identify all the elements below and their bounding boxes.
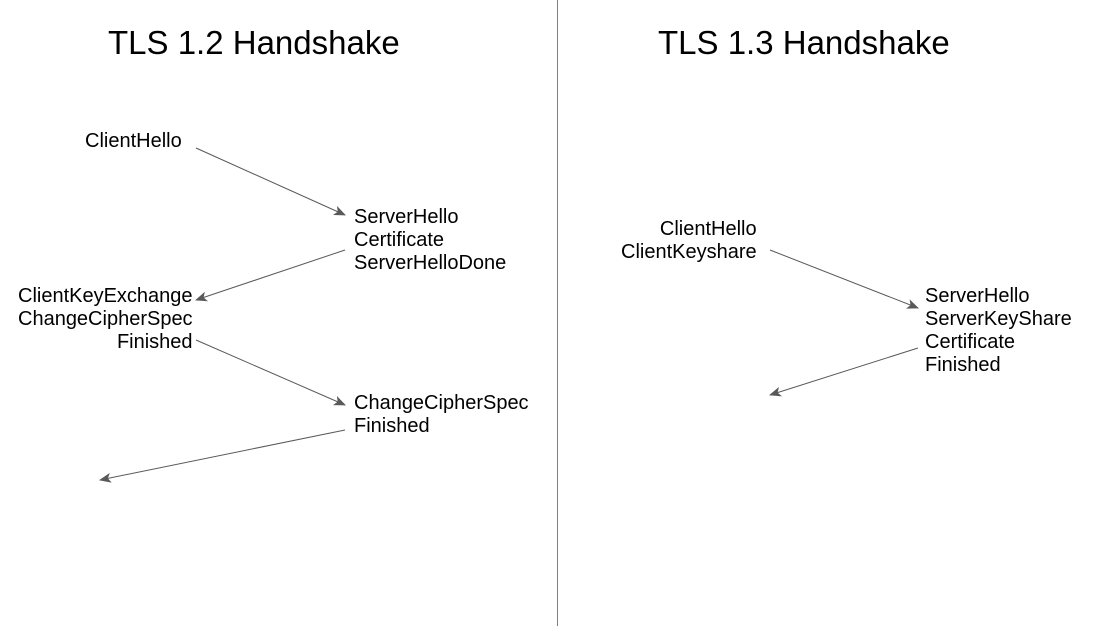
tls13-n1-l0: ClientHello — [621, 218, 757, 241]
tls12-n3-l2: Finished — [18, 331, 193, 354]
tls12-n2-l0: ServerHello — [354, 206, 506, 229]
arrow-tls13-2 — [770, 348, 918, 395]
tls13-n1-l1: ClientKeyshare — [621, 241, 757, 264]
tls13-server-hello-block: ServerHello ServerKeyShare Certificate F… — [925, 285, 1072, 377]
tls12-n2-l2: ServerHelloDone — [354, 252, 506, 275]
tls12-server-hello-block: ServerHello Certificate ServerHelloDone — [354, 206, 506, 275]
tls12-client-key-exchange-block: ClientKeyExchange ChangeCipherSpec Finis… — [18, 285, 193, 354]
tls13-n2-l2: Certificate — [925, 331, 1072, 354]
arrow-tls13-1 — [770, 250, 918, 308]
tls13-client-hello-block: ClientHello ClientKeyshare — [621, 218, 757, 264]
tls12-n2-l1: Certificate — [354, 229, 506, 252]
arrow-tls12-1 — [196, 148, 345, 215]
tls13-n2-l0: ServerHello — [925, 285, 1072, 308]
arrow-tls12-2 — [196, 250, 345, 300]
tls12-client-hello: ClientHello — [85, 130, 182, 153]
arrow-tls12-3 — [196, 340, 345, 405]
tls12-n3-l0: ClientKeyExchange — [18, 285, 193, 308]
tls13-n2-l3: Finished — [925, 354, 1072, 377]
arrow-tls12-4 — [100, 430, 345, 480]
center-divider — [557, 0, 558, 626]
right-title: TLS 1.3 Handshake — [658, 24, 950, 62]
tls12-n1-l0: ClientHello — [85, 130, 182, 153]
tls13-n2-l1: ServerKeyShare — [925, 308, 1072, 331]
left-title: TLS 1.2 Handshake — [108, 24, 400, 62]
tls12-n4-l1: Finished — [354, 415, 529, 438]
tls12-n3-l1: ChangeCipherSpec — [18, 308, 193, 331]
tls12-n4-l0: ChangeCipherSpec — [354, 392, 529, 415]
tls12-change-cipher-block: ChangeCipherSpec Finished — [354, 392, 529, 438]
